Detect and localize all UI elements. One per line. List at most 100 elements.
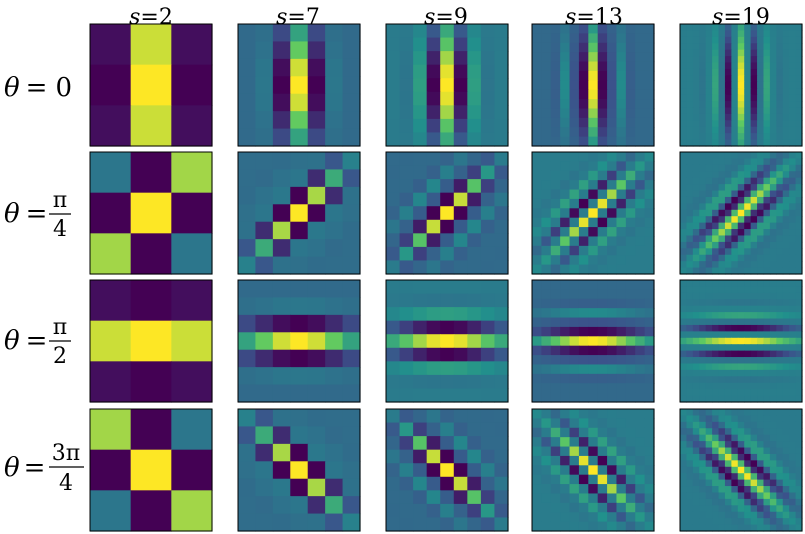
kernel-cell [597, 512, 608, 523]
kernel-cell [494, 206, 509, 221]
kernel-cell [750, 324, 758, 332]
kernel-cell [597, 298, 608, 309]
kernel-cell [692, 241, 700, 249]
kernel-cell [680, 101, 688, 109]
kernel-cell [453, 91, 468, 106]
kernel-cell [699, 107, 707, 115]
kernel-cell [769, 94, 777, 102]
kernel-cell [757, 280, 765, 288]
kernel-cell [616, 437, 627, 448]
kernel-cell [699, 357, 707, 365]
kernel-cell [699, 292, 707, 300]
kernel-cell [680, 357, 688, 365]
kernel-cell [776, 209, 784, 217]
kernel-cell [699, 524, 707, 532]
kernel-cell [550, 61, 561, 72]
kernel-cell [744, 209, 752, 217]
kernel-cell [769, 68, 777, 76]
kernel-cell [757, 376, 765, 384]
kernel-cell [686, 344, 694, 352]
kernel-cell [795, 171, 803, 179]
kernel-cell [597, 493, 608, 504]
kernel-cell [718, 357, 726, 365]
kernel-cell [724, 357, 732, 365]
kernel-cell [763, 68, 771, 76]
kernel-cell [757, 357, 765, 365]
kernel-cell [686, 24, 694, 32]
kernel-cell [782, 24, 790, 32]
kernel-cell [550, 127, 561, 138]
kernel-cell [635, 80, 646, 91]
panel-frame [531, 151, 655, 275]
kernel-cell [597, 24, 608, 34]
kernel-cell [724, 286, 732, 294]
kernel-cell [467, 334, 482, 349]
kernel-cell [731, 222, 739, 230]
kernel-cell [782, 49, 790, 57]
kernel-cell [692, 441, 700, 449]
kernel-cell [718, 62, 726, 70]
kernel-cell [399, 449, 414, 464]
kernel-cell [532, 42, 542, 53]
kernel-cell [578, 255, 589, 266]
kernel-cell [578, 80, 589, 91]
kernel-cell [712, 337, 720, 345]
kernel-cell [699, 486, 707, 494]
kernel-cell [616, 208, 627, 219]
kernel-cell [686, 473, 694, 481]
kernel-cell [342, 461, 361, 480]
kernel-cell [578, 136, 589, 147]
kernel-cell [325, 24, 344, 43]
kernel-cell [238, 461, 257, 480]
kernel-cell [588, 208, 599, 219]
kernel-cell [782, 479, 790, 487]
kernel-cell [776, 460, 784, 468]
kernel-cell [718, 158, 726, 166]
kernel-cell [737, 357, 745, 365]
kernel-cell [769, 492, 777, 500]
kernel-cell [480, 517, 496, 532]
kernel-cell [763, 107, 771, 115]
kernel-cell [426, 179, 441, 194]
kernel-cell [550, 502, 561, 513]
kernel-cell [480, 152, 496, 167]
kernel-cell [426, 37, 441, 52]
kernel-cell [744, 164, 752, 172]
kernel-cell [712, 81, 720, 89]
kernel-cell [635, 264, 646, 275]
kernel-cell [635, 455, 646, 466]
kernel-cell [705, 133, 713, 141]
kernel-cell [705, 43, 713, 51]
kernel-cell [616, 484, 627, 495]
kernel-cell [644, 474, 655, 485]
kernel-cell [90, 449, 132, 491]
kernel-cell [724, 229, 732, 237]
kernel-panel [385, 279, 509, 403]
kernel-cell [795, 261, 803, 269]
kernel-cell [776, 267, 784, 275]
kernel-cell [560, 298, 571, 309]
kernel-cell [699, 453, 707, 461]
kernel-cell [578, 208, 589, 219]
kernel-cell [789, 505, 797, 513]
kernel-cell [705, 409, 713, 417]
kernel-cell [578, 227, 589, 238]
kernel-cell [272, 24, 291, 43]
kernel-cell [560, 217, 571, 228]
kernel-cell [597, 427, 608, 438]
kernel-cell [644, 502, 655, 513]
kernel-cell [90, 490, 132, 532]
kernel-cell [744, 196, 752, 204]
kernel-cell [718, 479, 726, 487]
kernel-cell [635, 373, 646, 384]
kernel-cell [413, 503, 428, 519]
kernel-cell [413, 118, 428, 134]
kernel-cell [705, 56, 713, 64]
kernel-cell [705, 81, 713, 89]
kernel-cell [238, 186, 257, 205]
kernel-cell [782, 511, 790, 519]
kernel-cell [550, 161, 561, 172]
kernel-cell [386, 449, 401, 464]
kernel-cell [607, 364, 618, 375]
kernel-cell [541, 446, 552, 457]
